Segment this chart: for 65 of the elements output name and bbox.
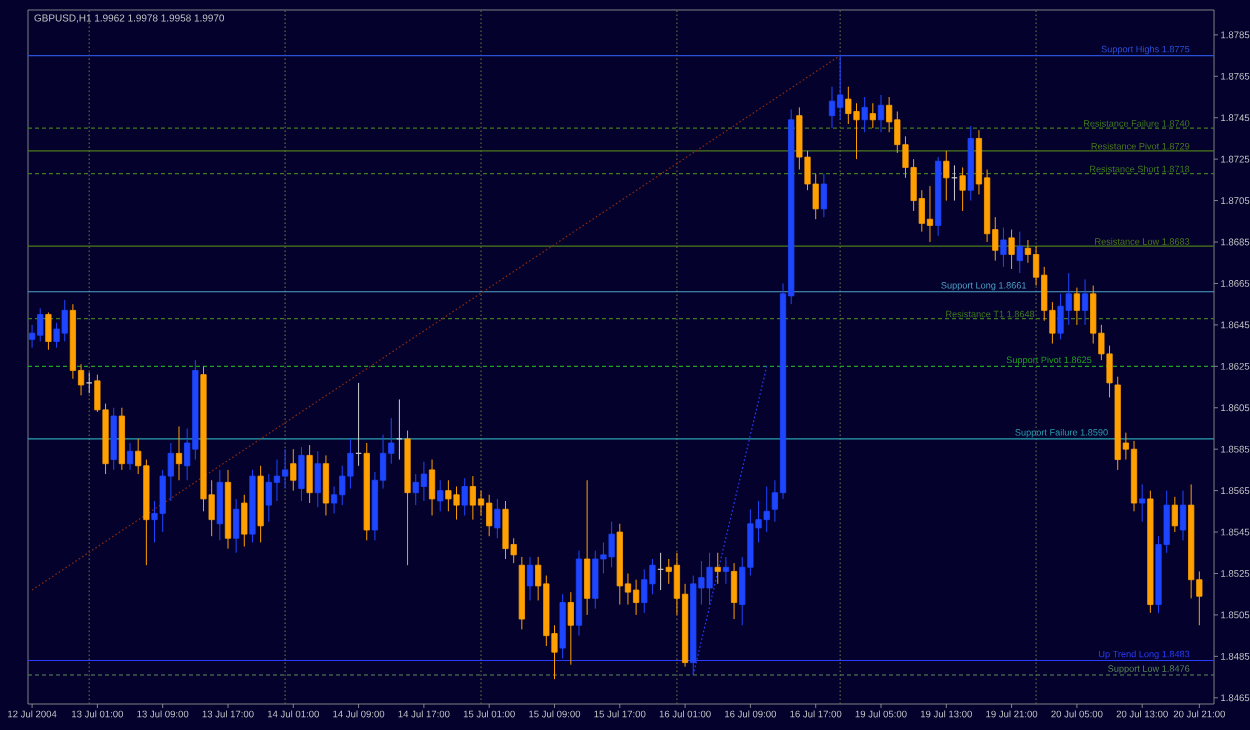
- candlestick: [37, 307, 44, 342]
- candlestick: [314, 450, 321, 508]
- candlestick: [453, 485, 460, 521]
- candlestick: [61, 299, 68, 342]
- candlestick: [420, 461, 427, 502]
- candlestick: [445, 479, 452, 512]
- candlestick: [290, 448, 297, 492]
- candlestick: [567, 591, 574, 666]
- candlestick: [1171, 496, 1178, 533]
- candlestick: [714, 552, 721, 585]
- candlestick: [608, 521, 615, 568]
- candlestick: [633, 579, 640, 616]
- candlestick: [1081, 278, 1089, 326]
- candlestick: [1057, 293, 1064, 340]
- candlestick: [828, 86, 836, 129]
- candlestick: [118, 407, 125, 471]
- candlestick: [592, 550, 599, 610]
- candlestick: [437, 479, 444, 512]
- candlestick: [86, 372, 93, 394]
- candlestick: [837, 55, 844, 121]
- candlestick: [494, 498, 501, 539]
- candlestick: [641, 568, 648, 614]
- candlestick: [706, 552, 713, 606]
- candlestick: [502, 500, 509, 560]
- candlestick: [853, 102, 860, 160]
- candlestick: [1016, 231, 1023, 274]
- candlestick: [282, 448, 289, 490]
- candlestick: [722, 556, 729, 585]
- candlestick: [175, 425, 183, 481]
- candlestick: [273, 459, 281, 502]
- candlestick: [1073, 287, 1080, 326]
- candlestick: [877, 94, 885, 133]
- candlestick: [845, 86, 852, 125]
- candlestick: [649, 558, 656, 595]
- candlestick: [730, 562, 738, 620]
- candlestick: [265, 473, 272, 523]
- candlestick: [412, 473, 419, 506]
- candlestick: [1008, 229, 1015, 270]
- candlestick: [486, 494, 493, 537]
- candlestick: [869, 102, 876, 129]
- candlestick: [1139, 483, 1146, 523]
- candlestick: [306, 444, 313, 504]
- candlestick: [428, 459, 436, 516]
- candlestick: [526, 556, 534, 601]
- candlestick: [322, 454, 330, 516]
- candlestick: [469, 475, 476, 521]
- candlestick: [820, 173, 827, 218]
- candlestick: [926, 185, 934, 243]
- candlestick: [861, 96, 868, 133]
- candlestick: [763, 485, 770, 533]
- candlestick: [347, 438, 354, 490]
- candlestick: [216, 469, 223, 541]
- candlestick: [45, 311, 52, 351]
- candlestick: [1179, 490, 1187, 541]
- candlestick: [1000, 227, 1007, 268]
- candlestick: [1065, 272, 1072, 326]
- candlestick: [943, 150, 950, 202]
- candlestick: [110, 407, 117, 471]
- candlestick: [233, 498, 240, 554]
- candlestick: [584, 479, 591, 616]
- candlestick: [298, 446, 305, 502]
- candlestick: [959, 166, 966, 212]
- candlestick: [241, 494, 248, 548]
- candlestick: [126, 442, 134, 471]
- candlestick: [461, 477, 468, 516]
